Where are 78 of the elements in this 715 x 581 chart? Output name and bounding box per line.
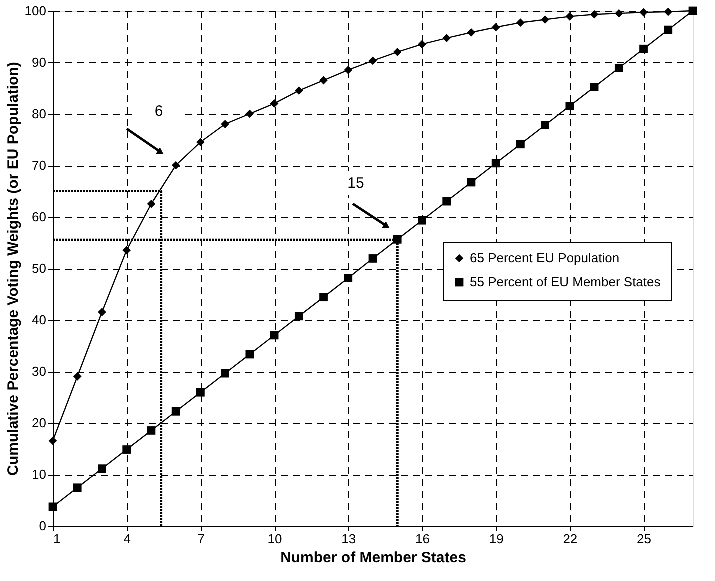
x-tick-label: 22 bbox=[563, 532, 578, 546]
y-axis-title: Cumulative Percentage Voting Weights (or EU Population) bbox=[4, 62, 22, 476]
point bbox=[614, 9, 624, 18]
point bbox=[393, 48, 402, 56]
y-tick-label: 60 bbox=[32, 210, 46, 224]
point bbox=[442, 197, 452, 206]
point bbox=[98, 464, 106, 474]
point bbox=[270, 331, 279, 340]
y-tick-label: 100 bbox=[24, 4, 46, 18]
point bbox=[221, 369, 230, 378]
point bbox=[368, 56, 378, 66]
legend-label: 55 Percent of EU Member States bbox=[470, 274, 662, 290]
x-tick-label: 25 bbox=[637, 532, 652, 546]
y-tick-label: 0 bbox=[39, 518, 46, 534]
y-tick-label: 20 bbox=[32, 416, 46, 430]
point bbox=[492, 159, 500, 168]
point bbox=[270, 100, 279, 108]
point bbox=[516, 140, 525, 149]
annotation: 15 bbox=[348, 175, 364, 192]
point bbox=[344, 274, 353, 282]
point bbox=[246, 350, 254, 359]
point bbox=[541, 121, 550, 130]
point bbox=[122, 246, 132, 255]
point bbox=[442, 34, 452, 42]
legend-label: 65 Percent EU Population bbox=[470, 250, 620, 266]
point bbox=[467, 28, 476, 37]
point bbox=[98, 308, 106, 316]
point bbox=[590, 10, 599, 19]
point bbox=[368, 254, 378, 263]
point bbox=[147, 426, 156, 435]
annotation: 6 bbox=[154, 103, 164, 120]
y-tick-label: 40 bbox=[32, 312, 46, 328]
x-tick-label: 13 bbox=[342, 532, 356, 546]
point bbox=[640, 44, 648, 54]
y-tick-label: 30 bbox=[32, 364, 46, 379]
point bbox=[664, 26, 673, 34]
x-axis-title: Number of Member States bbox=[280, 550, 466, 566]
point bbox=[566, 102, 574, 110]
point bbox=[221, 120, 230, 128]
point bbox=[172, 407, 180, 416]
point bbox=[246, 110, 254, 118]
point bbox=[320, 293, 328, 302]
point bbox=[566, 12, 574, 21]
point bbox=[516, 18, 525, 28]
y-tick-label: 90 bbox=[32, 55, 46, 70]
point bbox=[344, 66, 353, 74]
point bbox=[172, 161, 180, 170]
y-tick-label: 70 bbox=[32, 158, 46, 173]
point bbox=[122, 446, 132, 454]
point bbox=[73, 372, 82, 381]
x-tick-label: 10 bbox=[268, 532, 282, 546]
x-tick-label: 1 bbox=[54, 532, 61, 546]
y-tick-label: 50 bbox=[32, 261, 46, 276]
point bbox=[664, 8, 673, 16]
x-tick-label: 19 bbox=[489, 532, 504, 546]
point bbox=[418, 40, 426, 49]
y-tick-label: 80 bbox=[32, 106, 46, 122]
x-tick-label: 7 bbox=[198, 532, 205, 546]
y-tick-label: 10 bbox=[32, 467, 46, 482]
point bbox=[48, 502, 58, 512]
point bbox=[590, 83, 599, 92]
x-tick-label: 4 bbox=[124, 532, 131, 546]
point bbox=[196, 388, 205, 397]
point bbox=[294, 312, 304, 321]
point bbox=[73, 484, 82, 492]
point bbox=[320, 76, 328, 85]
point bbox=[467, 178, 476, 187]
point bbox=[196, 138, 205, 147]
point bbox=[294, 86, 304, 96]
x-tick-label: 16 bbox=[415, 532, 430, 546]
point bbox=[614, 64, 624, 72]
point bbox=[48, 436, 58, 446]
point bbox=[418, 216, 426, 225]
point bbox=[688, 6, 698, 16]
point bbox=[640, 8, 648, 17]
point bbox=[541, 16, 550, 24]
point bbox=[492, 23, 500, 32]
point bbox=[147, 200, 156, 208]
